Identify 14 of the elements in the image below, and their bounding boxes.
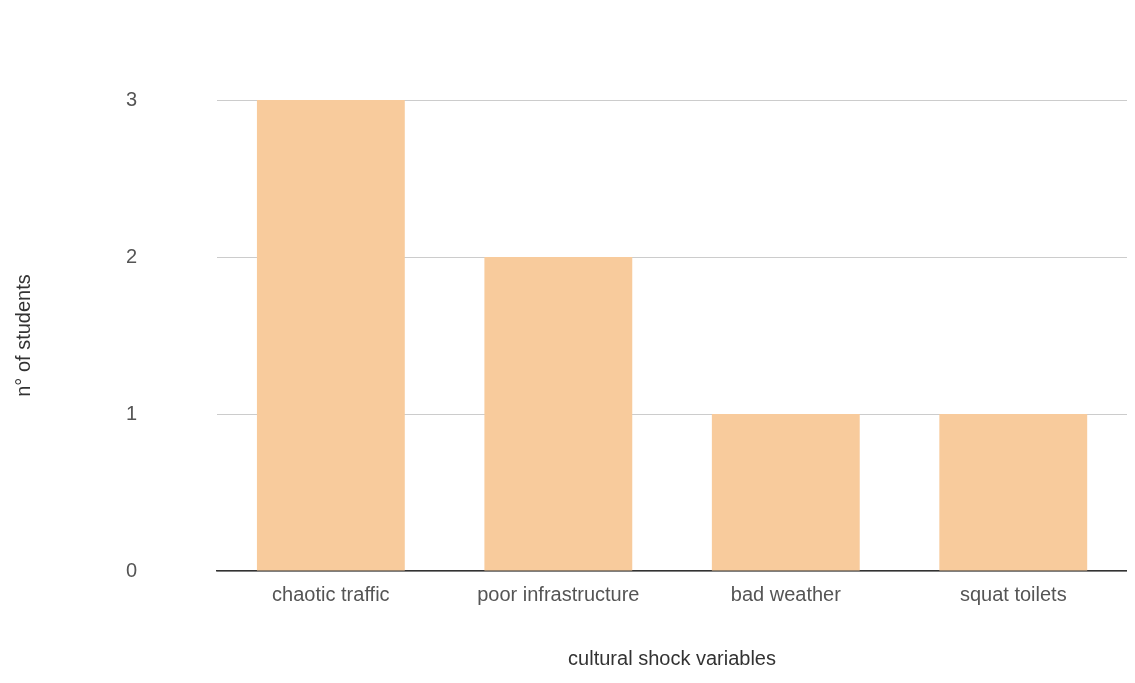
x-axis-title: cultural shock variables	[568, 646, 776, 669]
bar	[711, 414, 860, 571]
y-axis-title: n° of students	[11, 274, 34, 397]
x-tick-label: chaotic traffic	[272, 582, 390, 605]
bar	[484, 257, 633, 571]
y-tick-label: 1	[126, 401, 138, 424]
bar	[256, 100, 405, 571]
x-tick-label: poor infrastructure	[477, 582, 640, 605]
bar	[939, 414, 1088, 571]
y-tick-label: 0	[126, 558, 138, 581]
y-tick-label: 3	[126, 87, 138, 110]
y-tick-label: 2	[126, 244, 138, 267]
x-tick-label: bad weather	[730, 582, 842, 605]
x-tick-label: squat toilets	[959, 582, 1067, 605]
